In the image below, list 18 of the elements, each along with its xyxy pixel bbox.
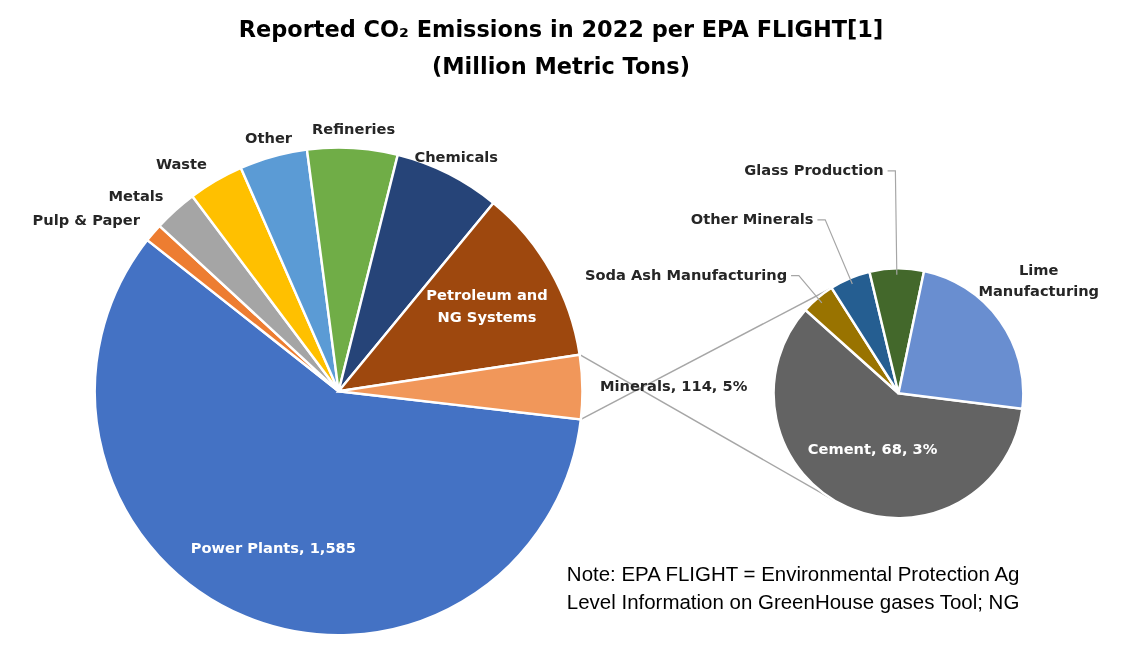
chart-title: Reported CO₂ Emissions in 2022 per EPA FLIGHT[1]: [238, 16, 884, 43]
slice-label: Refineries: [312, 120, 396, 138]
chart-subtitle: (Million Metric Tons): [432, 53, 690, 80]
slice-label: Waste: [155, 155, 208, 173]
text: Note: EPA FLIGHT = Environmental Protection Ag: [566, 562, 1020, 586]
slice-label: Petroleum and NG Systems: [426, 286, 548, 325]
slice-label: Cement, 68, 3%: [807, 440, 938, 458]
text: Level Information on GreenHouse gases Tool; NG: [566, 589, 1020, 613]
slice-label: Glass Production: [744, 160, 884, 178]
slice-label: Other Minerals: [690, 209, 814, 227]
slice-label: Pulp & Paper: [32, 211, 141, 229]
slice-label: Power Plants, 1,585: [190, 539, 356, 557]
slice-label: Chemicals: [414, 147, 499, 165]
slice-label: Metals: [108, 187, 164, 205]
slice-label: Soda Ash Manufacturing: [584, 265, 788, 283]
slice-label: Other: [245, 129, 293, 147]
slice-label: Minerals, 114, 5%: [599, 376, 748, 394]
slice-label: Lime Manufacturing: [978, 260, 1100, 299]
